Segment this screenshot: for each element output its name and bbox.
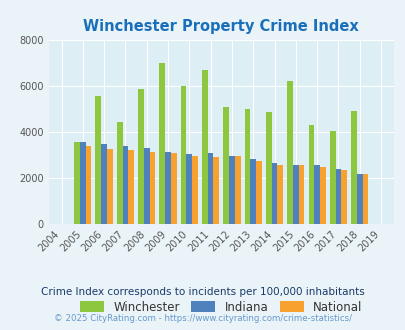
Bar	[149, 152, 155, 224]
Text: Crime Index corresponds to incidents per 100,000 inhabitants: Crime Index corresponds to incidents per…	[41, 287, 364, 297]
Bar	[171, 153, 176, 224]
Bar	[265, 112, 271, 224]
Bar	[271, 163, 277, 224]
Bar	[335, 169, 341, 224]
Bar	[117, 122, 122, 224]
Bar	[277, 165, 282, 224]
Bar	[186, 154, 192, 224]
Bar	[228, 155, 234, 224]
Bar	[180, 86, 186, 224]
Bar	[192, 155, 198, 224]
Bar	[329, 131, 335, 224]
Bar	[356, 174, 362, 224]
Bar	[138, 89, 143, 224]
Text: © 2025 CityRating.com - https://www.cityrating.com/crime-statistics/: © 2025 CityRating.com - https://www.city…	[54, 314, 351, 323]
Bar	[298, 165, 304, 224]
Bar	[308, 125, 313, 224]
Bar	[101, 144, 107, 224]
Bar	[292, 165, 298, 224]
Bar	[143, 148, 149, 224]
Bar	[244, 109, 250, 224]
Bar	[313, 165, 319, 224]
Bar	[362, 174, 367, 224]
Bar	[223, 107, 228, 224]
Bar	[95, 96, 101, 224]
Bar	[250, 159, 256, 224]
Bar	[122, 146, 128, 224]
Bar	[202, 70, 207, 224]
Bar	[159, 63, 165, 224]
Bar	[107, 148, 113, 224]
Legend: Winchester, Indiana, National: Winchester, Indiana, National	[80, 301, 362, 313]
Bar	[165, 152, 171, 224]
Title: Winchester Property Crime Index: Winchester Property Crime Index	[83, 19, 358, 34]
Bar	[85, 146, 91, 224]
Bar	[128, 150, 134, 224]
Bar	[319, 167, 325, 224]
Bar	[256, 161, 261, 224]
Bar	[207, 153, 213, 224]
Bar	[234, 155, 240, 224]
Bar	[74, 143, 80, 224]
Bar	[80, 143, 85, 224]
Bar	[350, 111, 356, 224]
Bar	[213, 157, 219, 224]
Bar	[286, 81, 292, 224]
Bar	[341, 170, 346, 224]
